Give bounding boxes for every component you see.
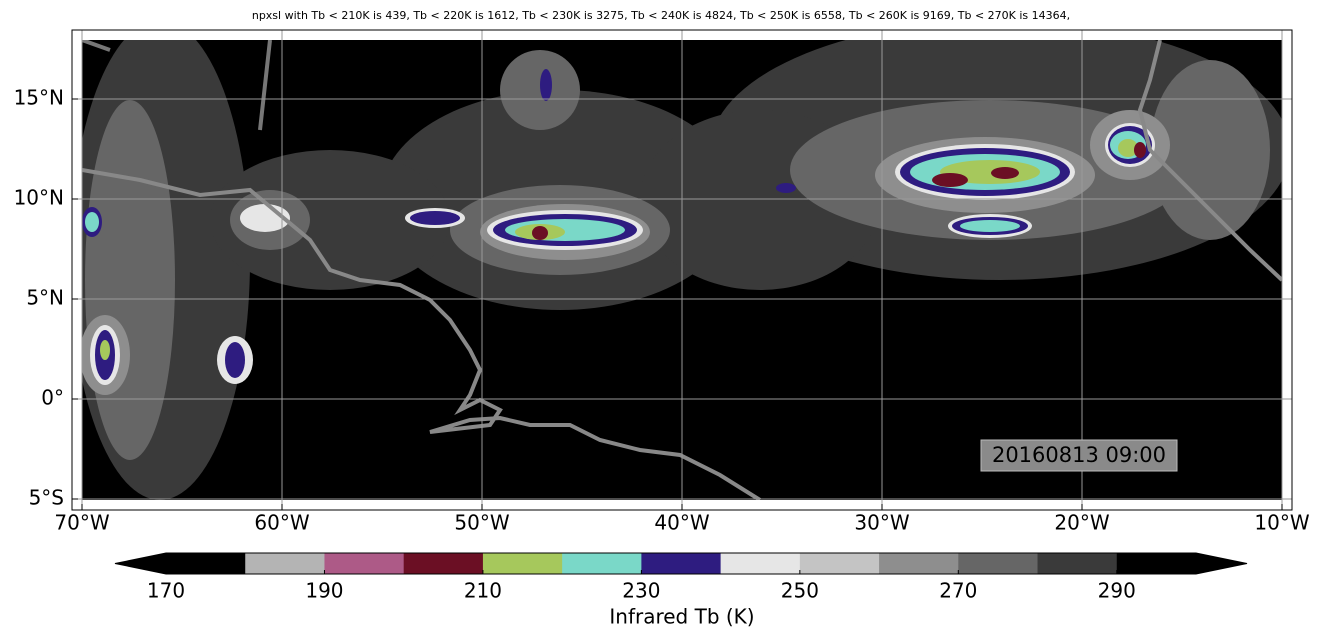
ir-field [82, 40, 1282, 500]
x-tick-label: 70°W [54, 511, 109, 535]
y-tick-label: 0° [41, 386, 64, 410]
colorbar-bin [641, 553, 722, 574]
colorbar-bin [324, 553, 405, 574]
colorbar-tick-label: 170 [147, 579, 185, 603]
colorbar-bin [482, 553, 563, 574]
colorbar-tick-label: 270 [939, 579, 977, 603]
x-tick-label: 40°W [654, 511, 709, 535]
colorbar-tick-label: 250 [781, 579, 819, 603]
x-tick-label: 20°W [1054, 511, 1109, 535]
colorbar-bin [166, 553, 246, 574]
colorbar-bin [1116, 553, 1197, 574]
timestamp: 20160813 09:00 [992, 443, 1166, 467]
y-tick-label: 15°N [14, 86, 64, 110]
colorbar-bin [799, 553, 880, 574]
colorbar-tick-label: 230 [622, 579, 660, 603]
colorbar-extend-over [1196, 553, 1247, 574]
colorbar-bin [245, 553, 325, 574]
chart-title: npxsl with Tb < 210K is 439, Tb < 220K i… [252, 9, 1070, 22]
colorbar-tick-label: 190 [305, 579, 343, 603]
annotation-box [980, 439, 1178, 472]
colorbar-bin [958, 553, 1039, 574]
x-tick-label: 10°W [1254, 511, 1309, 535]
colorbar-label: Infrared Tb (K) [609, 605, 754, 629]
colorbar-tick-label: 290 [1098, 579, 1136, 603]
colorbar-bin [1037, 553, 1118, 574]
colorbar-bin [403, 553, 484, 574]
colorbar-bin [879, 553, 959, 574]
x-tick-label: 30°W [854, 511, 909, 535]
y-tick-label: 5°S [29, 486, 64, 510]
x-tick-label: 60°W [254, 511, 309, 535]
colorbar-bin [720, 553, 801, 574]
y-tick-label: 5°N [26, 286, 64, 310]
colorbar-tick-label: 210 [464, 579, 502, 603]
colorbar-bin [562, 553, 642, 574]
y-tick-label: 10°N [14, 186, 64, 210]
x-tick-label: 50°W [454, 511, 509, 535]
colorbar-extend-under [115, 553, 166, 574]
